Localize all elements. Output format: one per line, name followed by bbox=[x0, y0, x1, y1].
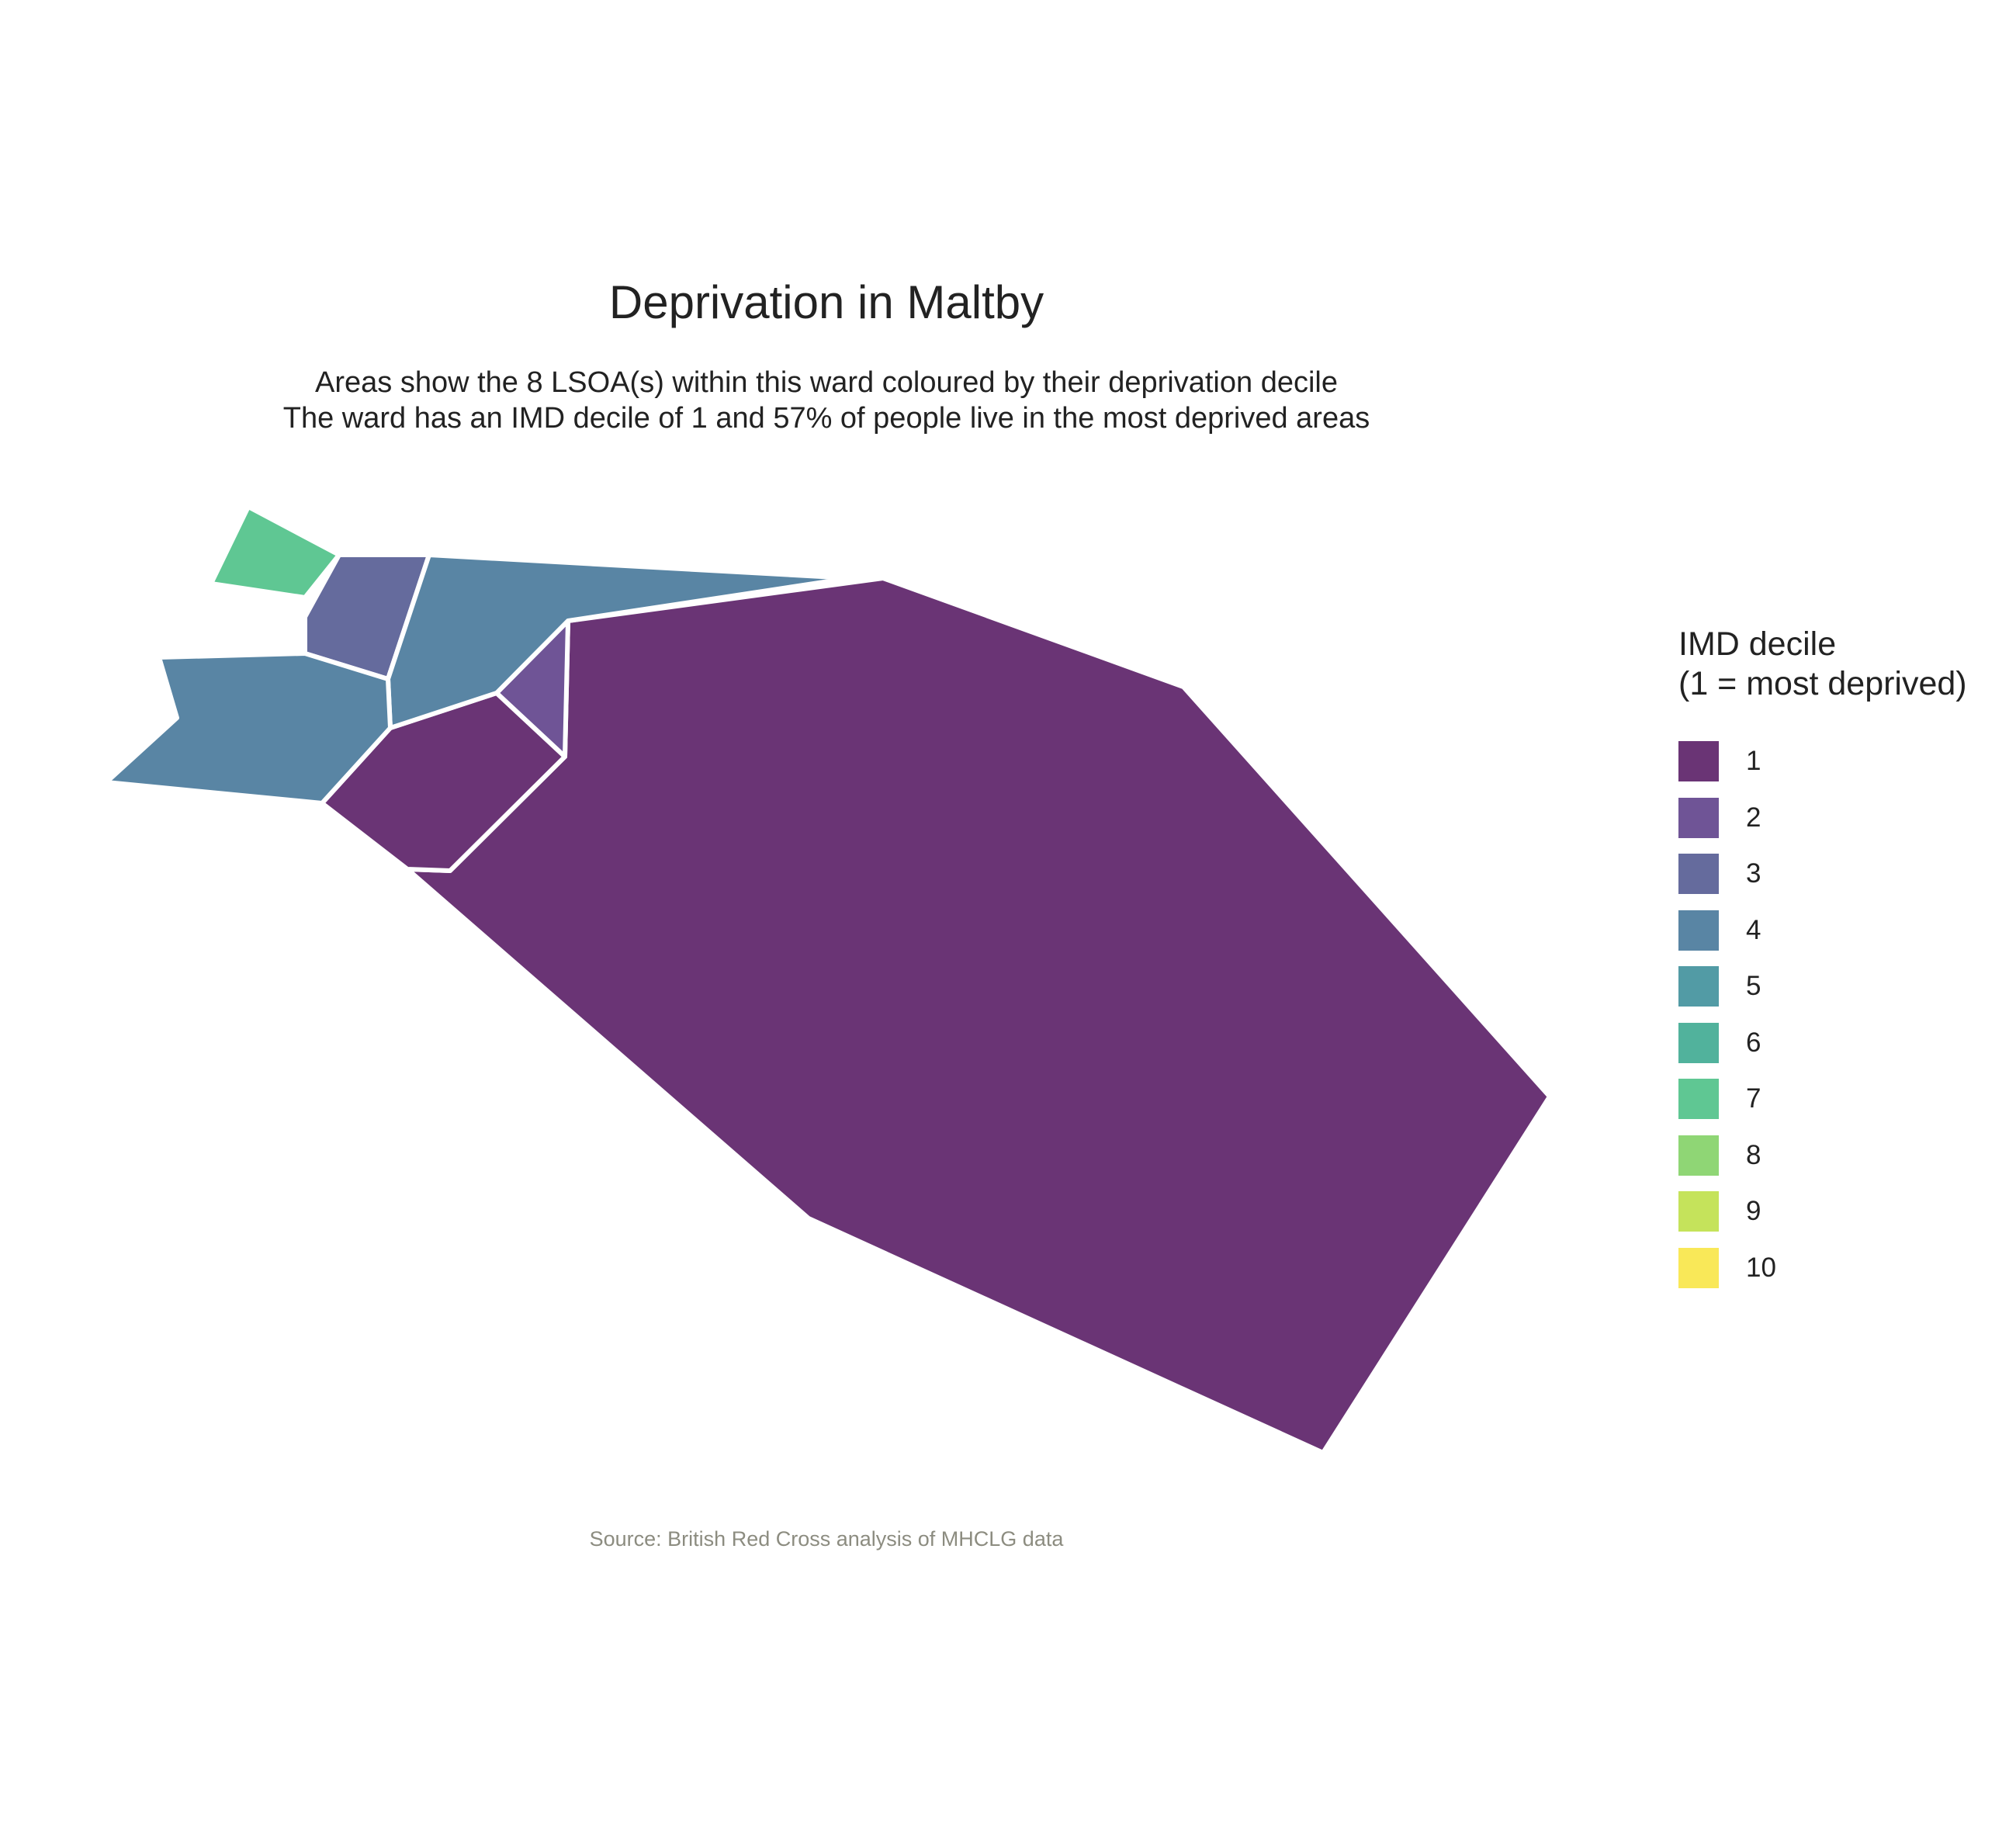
legend-item-10: 10 bbox=[1678, 1240, 1967, 1297]
legend-item-9: 9 bbox=[1678, 1183, 1967, 1240]
map-subtitle: Areas show the 8 LSOA(s) within this war… bbox=[0, 365, 1653, 436]
legend-items: 1 2 3 4 5 6 7 8 9 10 bbox=[1678, 733, 1967, 1296]
legend-label: 7 bbox=[1746, 1083, 1761, 1114]
legend-swatch bbox=[1678, 797, 1719, 838]
legend-swatch bbox=[1678, 741, 1719, 782]
legend-label: 10 bbox=[1746, 1252, 1776, 1283]
legend-swatch bbox=[1678, 1079, 1719, 1120]
map-area-decile-7 bbox=[209, 504, 341, 600]
legend-title-line-2: (1 = most deprived) bbox=[1678, 665, 1967, 702]
legend-item-1: 1 bbox=[1678, 733, 1967, 790]
legend-swatch bbox=[1678, 1135, 1719, 1176]
legend-swatch bbox=[1678, 854, 1719, 895]
map-title: Deprivation in Maltby bbox=[608, 276, 1044, 328]
legend-label: 4 bbox=[1746, 914, 1761, 945]
subtitle-line-1: Areas show the 8 LSOA(s) within this war… bbox=[315, 366, 1338, 399]
legend-label: 6 bbox=[1746, 1027, 1761, 1058]
legend-label: 1 bbox=[1746, 746, 1761, 777]
subtitle-line-2: The ward has an IMD decile of 1 and 57% … bbox=[282, 402, 1370, 435]
legend-swatch bbox=[1678, 1022, 1719, 1063]
legend-label: 2 bbox=[1746, 802, 1761, 833]
legend-title-line-1: IMD decile bbox=[1678, 625, 1837, 663]
legend-label: 8 bbox=[1746, 1139, 1761, 1170]
legend-title: IMD decile (1 = most deprived) bbox=[1678, 625, 1967, 704]
legend-label: 5 bbox=[1746, 971, 1761, 1002]
legend-swatch bbox=[1678, 966, 1719, 1007]
legend-item-7: 7 bbox=[1678, 1071, 1967, 1128]
map-area-decile-4 bbox=[104, 651, 393, 806]
choropleth-map bbox=[104, 504, 1552, 1455]
legend-item-3: 3 bbox=[1678, 846, 1967, 903]
legend-item-8: 8 bbox=[1678, 1128, 1967, 1184]
legend-swatch bbox=[1678, 1191, 1719, 1232]
legend-label: 3 bbox=[1746, 858, 1761, 889]
legend-swatch bbox=[1678, 910, 1719, 951]
legend-item-5: 5 bbox=[1678, 958, 1967, 1015]
map-area-decile-1 bbox=[405, 576, 1552, 1455]
legend-label: 9 bbox=[1746, 1196, 1761, 1227]
legend-item-6: 6 bbox=[1678, 1015, 1967, 1072]
legend-swatch bbox=[1678, 1247, 1719, 1288]
legend: IMD decile (1 = most deprived) 1 2 3 4 5 6 7 8 9… bbox=[1678, 625, 1967, 1296]
source-caption: Source: British Red Cross analysis of MH… bbox=[589, 1527, 1064, 1551]
legend-item-4: 4 bbox=[1678, 903, 1967, 959]
legend-item-2: 2 bbox=[1678, 790, 1967, 847]
